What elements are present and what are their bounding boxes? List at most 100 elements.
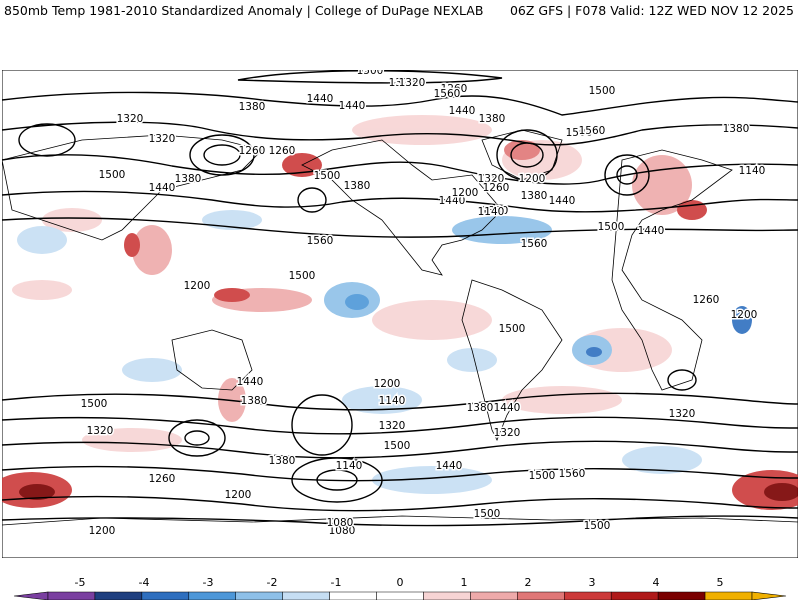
contour-label: 1440: [638, 225, 665, 237]
contour-label: 1560: [521, 238, 548, 250]
contour-label: 1380: [269, 455, 296, 467]
contour-label: 1440: [494, 402, 521, 414]
contour-label: 1500: [384, 440, 411, 452]
colorbar-tick-label: -2: [267, 576, 278, 589]
contour-label: 1440: [149, 182, 176, 194]
colorbar-swatch: [188, 591, 236, 600]
contour-label: 1320: [478, 173, 505, 185]
contour-label: 1260: [441, 83, 468, 95]
contour-label: 1440: [339, 100, 366, 112]
contour-label: 1500: [474, 508, 501, 520]
contour-label: 1200: [225, 489, 252, 501]
contour-label: 1320: [399, 77, 426, 89]
contour-label: 1380: [344, 180, 371, 192]
colorbar-swatch: [141, 591, 190, 600]
contour-label: 1140: [478, 206, 505, 218]
colorbar-tick-label: -4: [139, 576, 150, 589]
contour-label: 1500: [566, 127, 593, 139]
colorbar-high-cap: [751, 591, 787, 600]
contour-label: 1260: [483, 182, 510, 194]
contour-label: 1380: [467, 402, 494, 414]
contour-label: 1200: [374, 378, 401, 390]
contour-label: 1200: [519, 173, 546, 185]
contour-label: 1500: [314, 170, 341, 182]
contour-label: 1140: [336, 460, 363, 472]
contour-label: 1200: [184, 280, 211, 292]
contour-label: 1500: [81, 398, 108, 410]
colorbar-tick-label: -5: [75, 576, 86, 589]
contour-label: 1440: [549, 195, 576, 207]
contour-label: 1320: [117, 113, 144, 125]
model-run-info: 06Z GFS | F078 Valid: 12Z WED NOV 12 202…: [509, 3, 794, 18]
contour-label: 1320: [389, 77, 416, 89]
contour-label: 1380: [239, 101, 266, 113]
color-scale: -5 -4 -3 -2 -1 0 1 2 3 4 5: [13, 576, 787, 600]
colorbar-swatch: [704, 591, 753, 600]
contour-label: 1440: [237, 376, 264, 388]
colorbar-swatch: [376, 591, 424, 600]
colorbar-tick-label: 5: [717, 576, 724, 589]
contour-label: 1560: [559, 468, 586, 480]
contour-label: 1260: [239, 145, 266, 157]
colorbar-tick-label: -3: [203, 576, 214, 589]
contour-label: 1380: [241, 395, 268, 407]
colorbar-tick-label: 0: [397, 576, 404, 589]
colorbar-swatch: [423, 591, 471, 600]
contour-label: 1500: [99, 169, 126, 181]
colorbar-swatch: [517, 591, 565, 600]
contour-label: 1140: [739, 165, 766, 177]
contour-label: 1380: [479, 113, 506, 125]
colorbar-tick-label: -1: [331, 576, 342, 589]
colorbar-swatch: [94, 591, 143, 600]
contour-label: 1200: [89, 525, 116, 537]
contour-label: 1140: [379, 395, 406, 407]
contour-label: 1380: [521, 190, 548, 202]
colorbar-tick-label: 3: [589, 576, 596, 589]
colorbar-tick-label: 4: [653, 576, 660, 589]
contour-label: 1500: [289, 270, 316, 282]
contour-label: 1320: [149, 133, 176, 145]
colorbar-low-cap: [13, 591, 49, 600]
contour-label: 1560: [579, 125, 606, 137]
contour-label: 1080: [329, 525, 356, 537]
colorbar-swatch: [235, 591, 283, 600]
contour-label: 1500: [589, 85, 616, 97]
contour-label: 1500: [529, 470, 556, 482]
contour-label: 1260: [269, 145, 296, 157]
contour-label: 1440: [436, 460, 463, 472]
colorbar-swatch: [657, 591, 706, 600]
contour-label: 1200: [452, 187, 479, 199]
contour-label: 1440: [307, 93, 334, 105]
height-contours: [2, 70, 798, 527]
contour-label: 1440: [449, 105, 476, 117]
contour-label: 1320: [87, 425, 114, 437]
contour-label: 1320: [669, 408, 696, 420]
contour-label: 1560: [434, 88, 461, 100]
colorbar-tick-label: 1: [461, 576, 468, 589]
contour-label: 1500: [584, 520, 611, 532]
contour-label: 1380: [482, 205, 509, 217]
colorbar-swatch: [610, 591, 659, 600]
contour-label: 1320: [379, 420, 406, 432]
contour-label: 1380: [723, 123, 750, 135]
contour-label: 1380: [175, 173, 202, 185]
colorbar-swatch: [282, 591, 330, 600]
contour-label: 1320: [494, 427, 521, 439]
colorbar-swatch: [329, 591, 377, 600]
contour-label: 1500: [357, 70, 384, 77]
contour-label: 1260: [693, 294, 720, 306]
contour-label: 1440: [439, 195, 466, 207]
colorbar-swatch: [470, 591, 518, 600]
colorbar-swatch: [47, 591, 96, 600]
contour-label: 1200: [731, 309, 758, 321]
colorbar-swatch: [564, 591, 612, 600]
contour-label: 1560: [307, 235, 334, 247]
contour-label: 1080: [327, 517, 354, 529]
contour-label: 1500: [598, 221, 625, 233]
contour-label: 1260: [149, 473, 176, 485]
colorbar-tick-label: 2: [525, 576, 532, 589]
contour-label: 1500: [499, 323, 526, 335]
map-title: 850mb Temp 1981-2010 Standardized Anomal…: [4, 3, 484, 18]
